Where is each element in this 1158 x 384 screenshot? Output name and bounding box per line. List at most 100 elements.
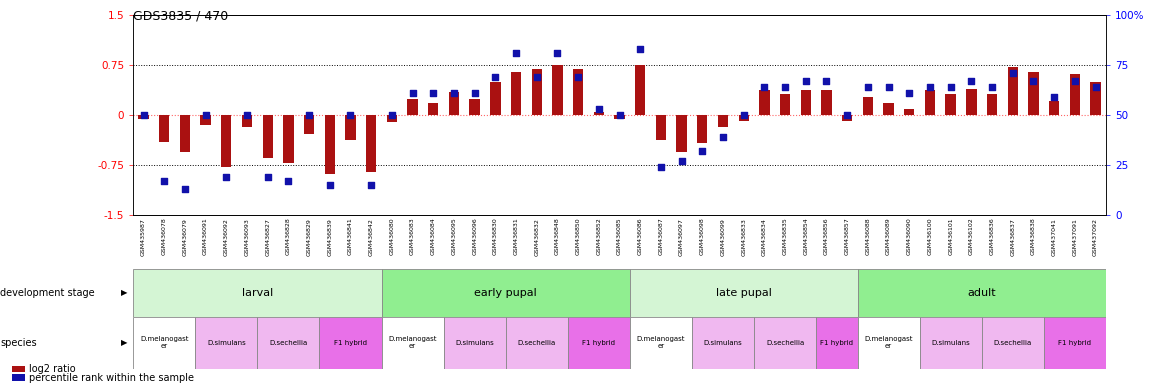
Bar — [635, 65, 645, 115]
Bar — [408, 99, 418, 115]
Text: GSM436828: GSM436828 — [286, 218, 291, 255]
Text: GSM436096: GSM436096 — [472, 218, 477, 255]
Text: GSM436832: GSM436832 — [534, 218, 540, 256]
Point — [983, 84, 1002, 90]
Point — [838, 112, 857, 118]
Text: GSM436831: GSM436831 — [513, 218, 519, 255]
Bar — [573, 69, 584, 115]
Point — [569, 74, 587, 80]
Bar — [1070, 74, 1080, 115]
Point — [673, 158, 691, 164]
Point — [176, 186, 195, 192]
Bar — [506, 317, 567, 369]
Text: D.simulans: D.simulans — [207, 340, 245, 346]
Bar — [697, 115, 708, 143]
Text: F1 hybrid: F1 hybrid — [582, 340, 615, 346]
Bar — [366, 115, 376, 172]
Bar — [242, 115, 252, 127]
Point — [279, 178, 298, 184]
Point — [362, 182, 381, 188]
Bar — [966, 89, 976, 115]
Point — [321, 182, 339, 188]
Point — [1004, 70, 1023, 76]
Text: GSM436085: GSM436085 — [617, 218, 622, 255]
Text: ▶: ▶ — [120, 288, 127, 297]
Point — [217, 174, 235, 180]
Text: percentile rank within the sample: percentile rank within the sample — [29, 373, 193, 383]
Point — [858, 84, 877, 90]
Text: GSM436095: GSM436095 — [452, 218, 456, 255]
Bar — [904, 109, 915, 115]
Text: D.simulans: D.simulans — [931, 340, 970, 346]
Point — [507, 50, 526, 56]
Bar — [345, 115, 356, 141]
Point — [134, 112, 153, 118]
Bar — [320, 317, 381, 369]
Point — [342, 112, 360, 118]
Bar — [987, 94, 997, 115]
Bar — [821, 90, 831, 115]
Text: GDS3835 / 470: GDS3835 / 470 — [133, 10, 228, 23]
Point — [548, 50, 566, 56]
Text: D.sechellia: D.sechellia — [765, 340, 804, 346]
Point — [755, 84, 774, 90]
Point — [258, 174, 277, 180]
Text: development stage: development stage — [0, 288, 95, 298]
Text: GSM436090: GSM436090 — [907, 218, 911, 255]
Point — [610, 112, 629, 118]
Point — [941, 84, 960, 90]
Text: GSM436854: GSM436854 — [804, 218, 808, 255]
Text: GSM436102: GSM436102 — [969, 218, 974, 255]
Text: GSM436837: GSM436837 — [1010, 218, 1016, 256]
Bar — [200, 115, 211, 125]
Bar — [594, 112, 604, 115]
Point — [1086, 84, 1105, 90]
Text: GSM436838: GSM436838 — [1031, 218, 1036, 255]
Text: early pupal: early pupal — [475, 288, 537, 298]
Text: GSM436091: GSM436091 — [203, 218, 208, 255]
Bar — [263, 115, 273, 159]
Text: D.sechellia: D.sechellia — [518, 340, 556, 346]
Text: GSM436833: GSM436833 — [741, 218, 746, 256]
Point — [962, 78, 981, 84]
Bar — [780, 94, 790, 115]
Text: GSM436839: GSM436839 — [328, 218, 332, 256]
Text: GSM436841: GSM436841 — [349, 218, 353, 255]
Point — [734, 112, 753, 118]
Point — [652, 164, 670, 170]
Bar — [739, 115, 749, 121]
Point — [382, 112, 401, 118]
Bar — [552, 65, 563, 115]
Point — [776, 84, 794, 90]
Text: D.sechellia: D.sechellia — [270, 340, 308, 346]
Text: GSM436827: GSM436827 — [265, 218, 270, 256]
Point — [1065, 78, 1084, 84]
Bar — [816, 317, 858, 369]
Bar — [692, 317, 754, 369]
Text: D.melanogast
er: D.melanogast er — [388, 336, 437, 349]
Text: GSM436098: GSM436098 — [699, 218, 705, 255]
Text: GSM437041: GSM437041 — [1051, 218, 1056, 256]
Text: GSM436101: GSM436101 — [948, 218, 953, 255]
Point — [713, 134, 732, 140]
Bar — [133, 317, 196, 369]
Bar — [381, 317, 444, 369]
Text: GSM436083: GSM436083 — [410, 218, 415, 255]
Point — [300, 112, 318, 118]
Bar — [284, 115, 294, 163]
Text: GSM436100: GSM436100 — [928, 218, 932, 255]
Text: GSM436850: GSM436850 — [576, 218, 580, 255]
Text: GSM436836: GSM436836 — [990, 218, 995, 255]
Bar — [842, 115, 852, 121]
Text: GSM436086: GSM436086 — [638, 218, 643, 255]
Bar — [532, 69, 542, 115]
Bar — [615, 115, 624, 119]
Bar — [133, 269, 381, 317]
Text: D.melanogast
er: D.melanogast er — [864, 336, 913, 349]
Text: GSM436848: GSM436848 — [555, 218, 560, 255]
Bar — [444, 317, 506, 369]
Text: GSM437091: GSM437091 — [1072, 218, 1077, 256]
Bar — [858, 317, 919, 369]
Bar — [655, 115, 666, 141]
Point — [528, 74, 547, 80]
